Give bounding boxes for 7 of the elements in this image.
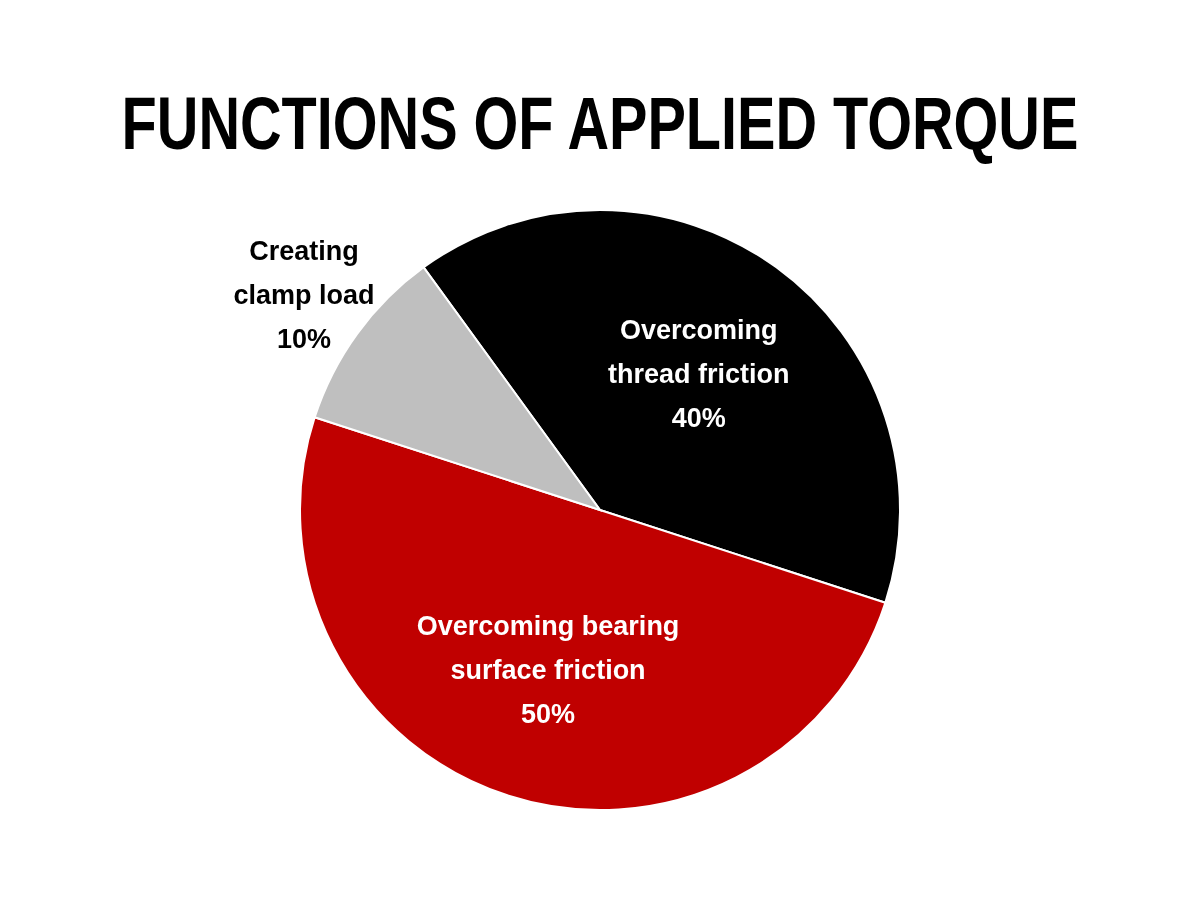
slice-label: Overcoming bearing surface friction bbox=[416, 610, 680, 685]
slice-label: Overcoming thread friction bbox=[607, 315, 790, 390]
data-label: 50% bbox=[521, 698, 576, 729]
chart-title: FUNCTIONS OF APPLIED TORQUE bbox=[121, 82, 1079, 166]
data-label: 10% bbox=[276, 323, 331, 354]
data-label: 40% bbox=[671, 403, 726, 434]
slice-label: Creating clamp load bbox=[233, 235, 375, 310]
